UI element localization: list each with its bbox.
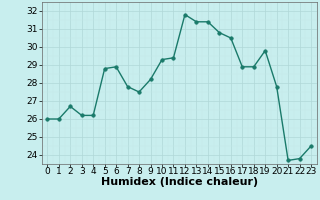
X-axis label: Humidex (Indice chaleur): Humidex (Indice chaleur) [100, 177, 258, 187]
